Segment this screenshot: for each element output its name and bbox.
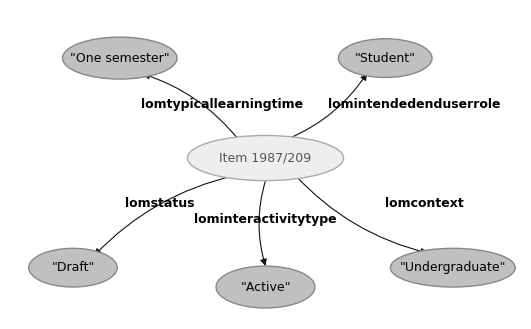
Text: "Undergraduate": "Undergraduate" [400, 261, 506, 274]
Text: lomintendedenduserrole: lomintendedenduserrole [328, 98, 500, 111]
Text: Item 1987/209: Item 1987/209 [219, 152, 312, 164]
Ellipse shape [63, 37, 177, 79]
Ellipse shape [29, 248, 117, 287]
Text: "Student": "Student" [355, 52, 416, 64]
Ellipse shape [187, 136, 344, 181]
Text: lomstatus: lomstatus [125, 197, 194, 210]
Text: "One semester": "One semester" [70, 52, 169, 64]
Ellipse shape [338, 39, 432, 77]
Text: lomcontext: lomcontext [385, 197, 464, 210]
Text: lominteractivitytype: lominteractivitytype [194, 213, 337, 226]
Ellipse shape [390, 248, 515, 287]
Text: "Active": "Active" [240, 281, 291, 293]
Text: "Draft": "Draft" [52, 261, 95, 274]
Text: lomtypicallearningtime: lomtypicallearningtime [141, 98, 303, 111]
Ellipse shape [216, 266, 315, 308]
